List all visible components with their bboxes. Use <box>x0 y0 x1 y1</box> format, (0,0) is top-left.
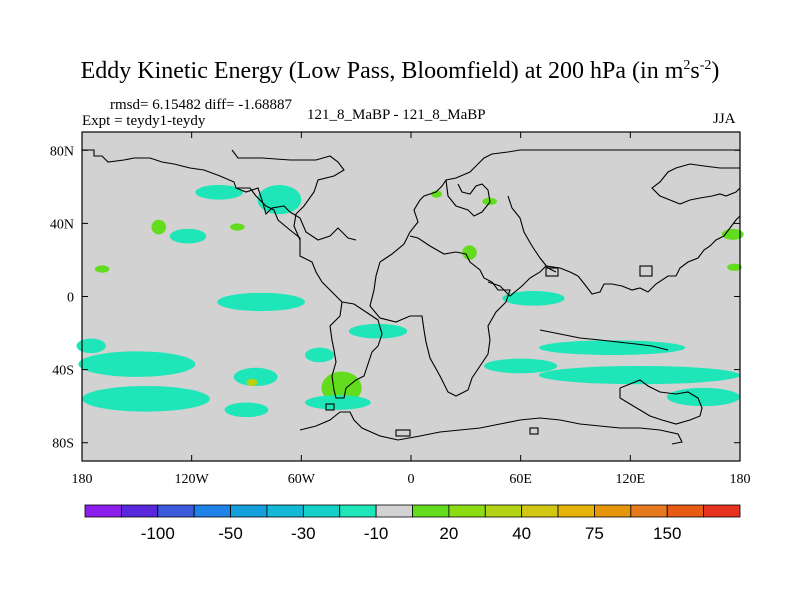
outline-island-1 <box>325 403 335 411</box>
colorbar-swatch <box>193 504 231 518</box>
anomaly-neg-eq-atlantic-1 <box>348 323 408 339</box>
outline-greenland <box>231 149 345 241</box>
y-tick-label: 80S <box>52 437 74 452</box>
map-background <box>82 132 740 461</box>
anomaly-pos-w-pacific-1 <box>94 265 110 273</box>
title-mid: s <box>690 58 700 84</box>
y-tick-label: 40N <box>50 217 74 232</box>
anomaly-neg-s-pacific-5 <box>233 367 278 387</box>
colorbar-swatch <box>521 504 559 518</box>
y-tick-label: 40S <box>52 364 74 379</box>
colorbar-swatch <box>266 504 304 518</box>
title-main: Eddy Kinetic Energy (Low Pass, Bloomfiel… <box>80 58 684 84</box>
colorbar-label: -100 <box>141 524 175 543</box>
outline-asia-central <box>507 195 557 273</box>
anomaly-neg-s-atlantic-1 <box>304 347 335 363</box>
colorbar-swatch <box>557 504 595 518</box>
anomaly-pos-s-pacific-1 <box>246 378 258 387</box>
outline-arabia <box>487 265 579 297</box>
anomaly-neg-eq-indian-1 <box>502 291 565 306</box>
outline-indonesia <box>539 329 669 351</box>
colorbar-label: 40 <box>512 524 531 543</box>
anomaly-neg-s-indian-1 <box>484 358 558 374</box>
colorbar-swatch <box>84 504 122 518</box>
colorbar-swatch <box>703 504 741 518</box>
title-sup-2: -2 <box>699 58 712 73</box>
outline-island-3 <box>395 429 411 437</box>
experiment-label: Expt = teydy1-teydy <box>82 113 206 129</box>
anomaly-neg-s-pacific-2 <box>76 338 106 354</box>
anomaly-pos-e-pacific-1 <box>151 219 167 235</box>
anomaly-neg-n-america-1 <box>257 185 302 215</box>
outline-labrador <box>289 211 357 241</box>
y-tick-label: 80N <box>50 144 74 159</box>
colorbar-swatch <box>594 504 632 518</box>
anomaly-neg-s-indian-3 <box>538 340 686 355</box>
anomaly-pos-w-pacific-2 <box>727 263 742 271</box>
x-tick-label: 60W <box>288 472 316 487</box>
x-tick-label: 60E <box>509 472 532 487</box>
outline-antarctica <box>299 411 683 445</box>
outline-scandinavia <box>445 179 491 217</box>
outline-asia-east <box>651 163 741 205</box>
anomaly-neg-s-indian-4 <box>666 387 740 407</box>
colorbar-swatch <box>666 504 705 518</box>
anomaly-neg-eq-pacific-1 <box>217 292 305 312</box>
colorbar-label: 150 <box>653 524 681 543</box>
outline-south-america <box>329 301 383 399</box>
colorbar-swatch <box>157 504 195 518</box>
colorbar-swatch <box>339 504 377 518</box>
colorbar-label: 20 <box>439 524 458 543</box>
axis-ticks: 180 120W 60W 0 60E 120E 180 80N 40N 0 40S 80S <box>50 132 751 487</box>
x-tick-label: 120W <box>175 472 210 487</box>
outline-india <box>577 215 741 295</box>
anomaly-neg-s-ocean-1 <box>304 395 371 410</box>
colorbar-swatch <box>230 504 268 518</box>
colorbar-label: 75 <box>585 524 604 543</box>
anomaly-neg-s-pacific-3 <box>82 386 210 412</box>
title-end: ) <box>711 58 720 84</box>
anomaly-pos-africa-1 <box>462 245 477 260</box>
outline-australia <box>619 379 703 425</box>
outline-island-4 <box>639 265 653 277</box>
colorbar: -100 -50 -30 -10 20 40 75 150 <box>84 504 741 543</box>
continent-outlines <box>82 149 741 445</box>
colorbar-swatch <box>375 504 413 518</box>
case-label: 121_8_MaBP - 121_8_MaBP <box>307 107 486 123</box>
stats-text: rmsd= 6.15482 diff= -1.68887 <box>110 97 293 113</box>
outline-hudson <box>235 187 291 216</box>
x-tick-label: 180 <box>730 472 751 487</box>
anomaly-pos-atlantic-1 <box>230 223 245 231</box>
colorbar-swatch <box>448 504 486 518</box>
y-tick-label: 0 <box>67 291 74 306</box>
title-sup-1: 2 <box>683 58 691 73</box>
outline-island-5 <box>545 267 559 277</box>
colorbar-label: -10 <box>364 524 389 543</box>
chart-title: Eddy Kinetic Energy (Low Pass, Bloomfiel… <box>0 58 800 85</box>
colorbar-label: -50 <box>218 524 243 543</box>
outline-africa <box>369 235 511 397</box>
anomaly-neg-s-indian-2 <box>538 365 740 385</box>
outline-europe <box>379 149 740 263</box>
anomaly-neg-n-pacific-1 <box>195 185 243 200</box>
anomaly-neg-s-pacific-4 <box>224 402 269 418</box>
outline-island-2 <box>529 427 539 435</box>
colorbar-swatch <box>120 504 159 518</box>
colorbar-label: -30 <box>291 524 316 543</box>
colorbar-swatch <box>630 504 668 518</box>
colorbar-swatch <box>412 504 450 518</box>
anomaly-neg-mexico-1 <box>169 228 207 244</box>
colorbar-swatch <box>302 504 341 518</box>
x-tick-label: 0 <box>408 472 415 487</box>
season-label: JJA <box>713 111 736 127</box>
colorbar-swatch <box>484 504 523 518</box>
anomaly-neg-s-pacific-1 <box>78 351 196 377</box>
x-tick-label: 180 <box>72 472 93 487</box>
x-tick-label: 120E <box>616 472 646 487</box>
